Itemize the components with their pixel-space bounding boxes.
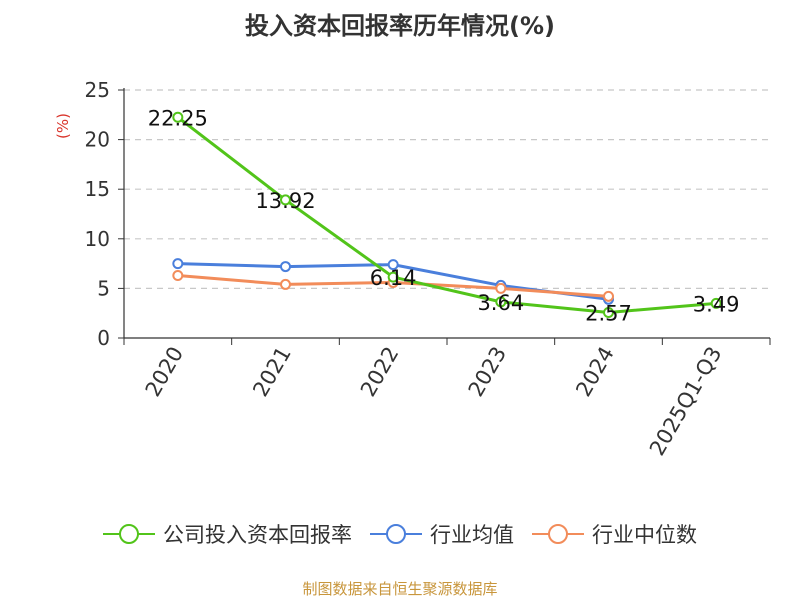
legend-line-marker-icon <box>370 524 422 544</box>
legend-label-company: 公司投入资本回报率 <box>163 523 352 547</box>
legend-line-marker-icon <box>103 524 155 544</box>
data-point <box>280 278 291 290</box>
y-tick-label: 20 <box>85 128 110 152</box>
x-tick-label: 2025Q1-Q3 <box>645 343 727 460</box>
series-line <box>176 116 717 315</box>
y-tick-label: 25 <box>85 78 110 102</box>
x-tick-label: 2024 <box>571 343 619 401</box>
y-tick-label: 10 <box>85 227 110 251</box>
data-point <box>280 261 291 273</box>
data-point <box>172 270 184 282</box>
legend-item-company[interactable]: 公司投入资本回报率 <box>103 519 352 549</box>
data-label: 22.25 <box>148 106 208 130</box>
chart-legend: 公司投入资本回报率 行业均值 行业中位数 <box>0 519 800 549</box>
x-tick-label: 2021 <box>248 343 296 401</box>
y-tick-label: 15 <box>85 177 110 201</box>
data-point <box>280 194 291 206</box>
data-point <box>172 111 184 123</box>
data-label: 3.64 <box>477 291 524 315</box>
legend-label-industry-median: 行业中位数 <box>592 523 697 547</box>
data-label: 3.49 <box>693 292 740 316</box>
chart-title: 投入资本回报率历年情况(%) <box>245 12 555 40</box>
y-tick-label: 0 <box>97 326 110 350</box>
legend-line-marker-icon <box>532 524 584 544</box>
y-axis-label: (%) <box>54 113 72 139</box>
data-point <box>603 290 614 302</box>
legend-item-industry-median[interactable]: 行业中位数 <box>532 519 697 549</box>
x-tick-label: 2022 <box>356 343 404 401</box>
x-tick-label: 2020 <box>141 343 189 401</box>
data-point <box>495 296 507 308</box>
data-point <box>172 258 184 270</box>
data-point <box>387 271 399 283</box>
data-label: 13.92 <box>255 189 315 213</box>
data-point <box>603 307 614 319</box>
data-label: 6.14 <box>370 266 417 290</box>
data-point <box>495 282 507 294</box>
x-tick-label: 2023 <box>464 343 512 401</box>
data-source-note: 制图数据来自恒生聚源数据库 <box>302 580 498 598</box>
data-label: 2.57 <box>585 302 632 326</box>
data-point <box>387 259 399 271</box>
legend-label-industry-mean: 行业均值 <box>430 523 514 547</box>
data-point <box>710 297 722 309</box>
legend-item-industry-mean[interactable]: 行业均值 <box>370 519 514 549</box>
y-tick-label: 5 <box>97 276 110 300</box>
